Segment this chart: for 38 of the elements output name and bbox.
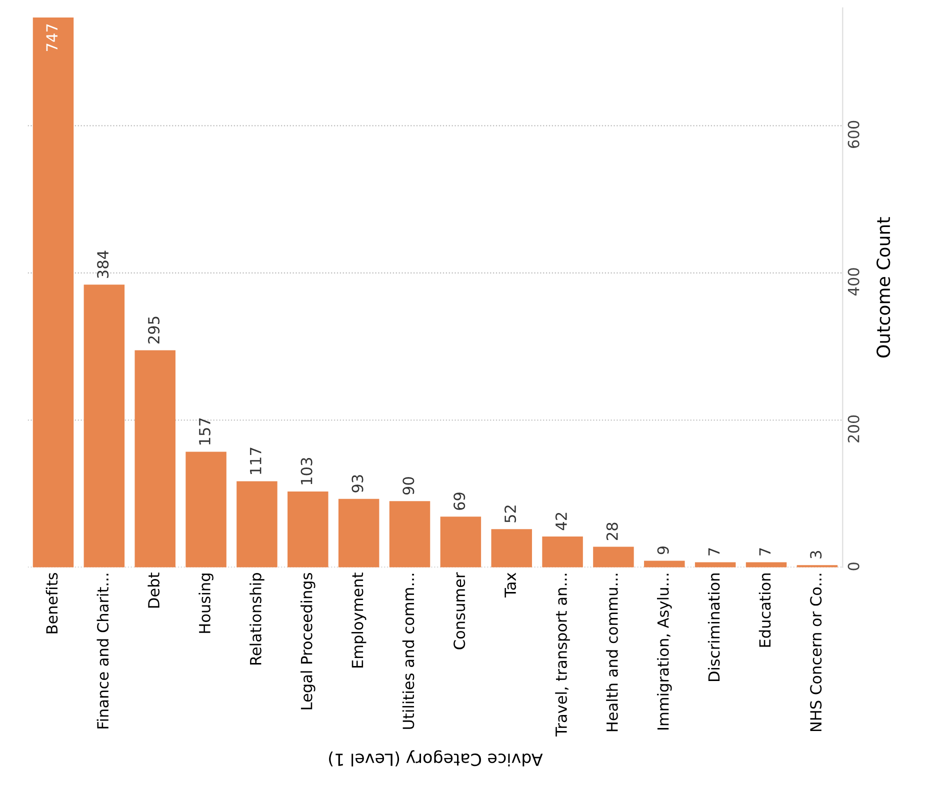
x-tick-label: Legal Proceedings	[300, 572, 316, 710]
data-label: 3	[810, 551, 822, 558]
y-tick-label: 400	[848, 268, 860, 296]
data-label: 42	[555, 512, 567, 530]
x-axis-title: Advice Category (Level 1)	[329, 750, 543, 766]
x-tick-label: Housing	[198, 574, 214, 633]
x-tick-label: Consumer	[454, 572, 466, 650]
x-tick-label: Utilities and comm...	[402, 574, 414, 729]
x-tick-label: Health and commu...	[606, 574, 618, 732]
x-tick-label: Relationship	[250, 573, 264, 665]
x-tick-label: Immigration, Asylu...	[657, 574, 672, 730]
data-label: 7	[759, 548, 770, 556]
data-label: 52	[504, 506, 516, 522]
data-label: 28	[606, 522, 618, 540]
x-tick-label: Education	[758, 574, 771, 647]
y-axis-title: Outcome Count	[876, 217, 890, 358]
data-label: 90	[402, 477, 414, 495]
x-tick-label: Travel, transport an...	[555, 574, 570, 736]
data-label: 69	[454, 492, 466, 510]
data-label: 103	[300, 458, 312, 484]
data-label: 747	[46, 24, 58, 51]
data-label: 9	[657, 546, 669, 554]
data-label: 157	[199, 418, 210, 445]
y-tick-label: 200	[848, 415, 860, 442]
x-tick-label: Tax	[504, 572, 516, 598]
y-tick-label: 600	[848, 120, 860, 148]
x-tick-label: Discrimination	[708, 574, 720, 682]
y-tick-label: 0	[848, 562, 860, 570]
x-tick-label: Employment	[351, 572, 366, 668]
data-label: 93	[352, 475, 364, 492]
data-label: 7	[708, 548, 720, 556]
x-tick-label: Finance and Charit...	[96, 574, 109, 728]
x-tick-label: NHS Concern or Co...	[810, 574, 822, 732]
x-tick-label: Benefits	[46, 572, 58, 634]
data-label: 295	[148, 316, 160, 344]
data-label: 384	[97, 250, 109, 278]
data-label: 117	[250, 448, 262, 474]
x-tick-label: Debt	[148, 572, 160, 608]
